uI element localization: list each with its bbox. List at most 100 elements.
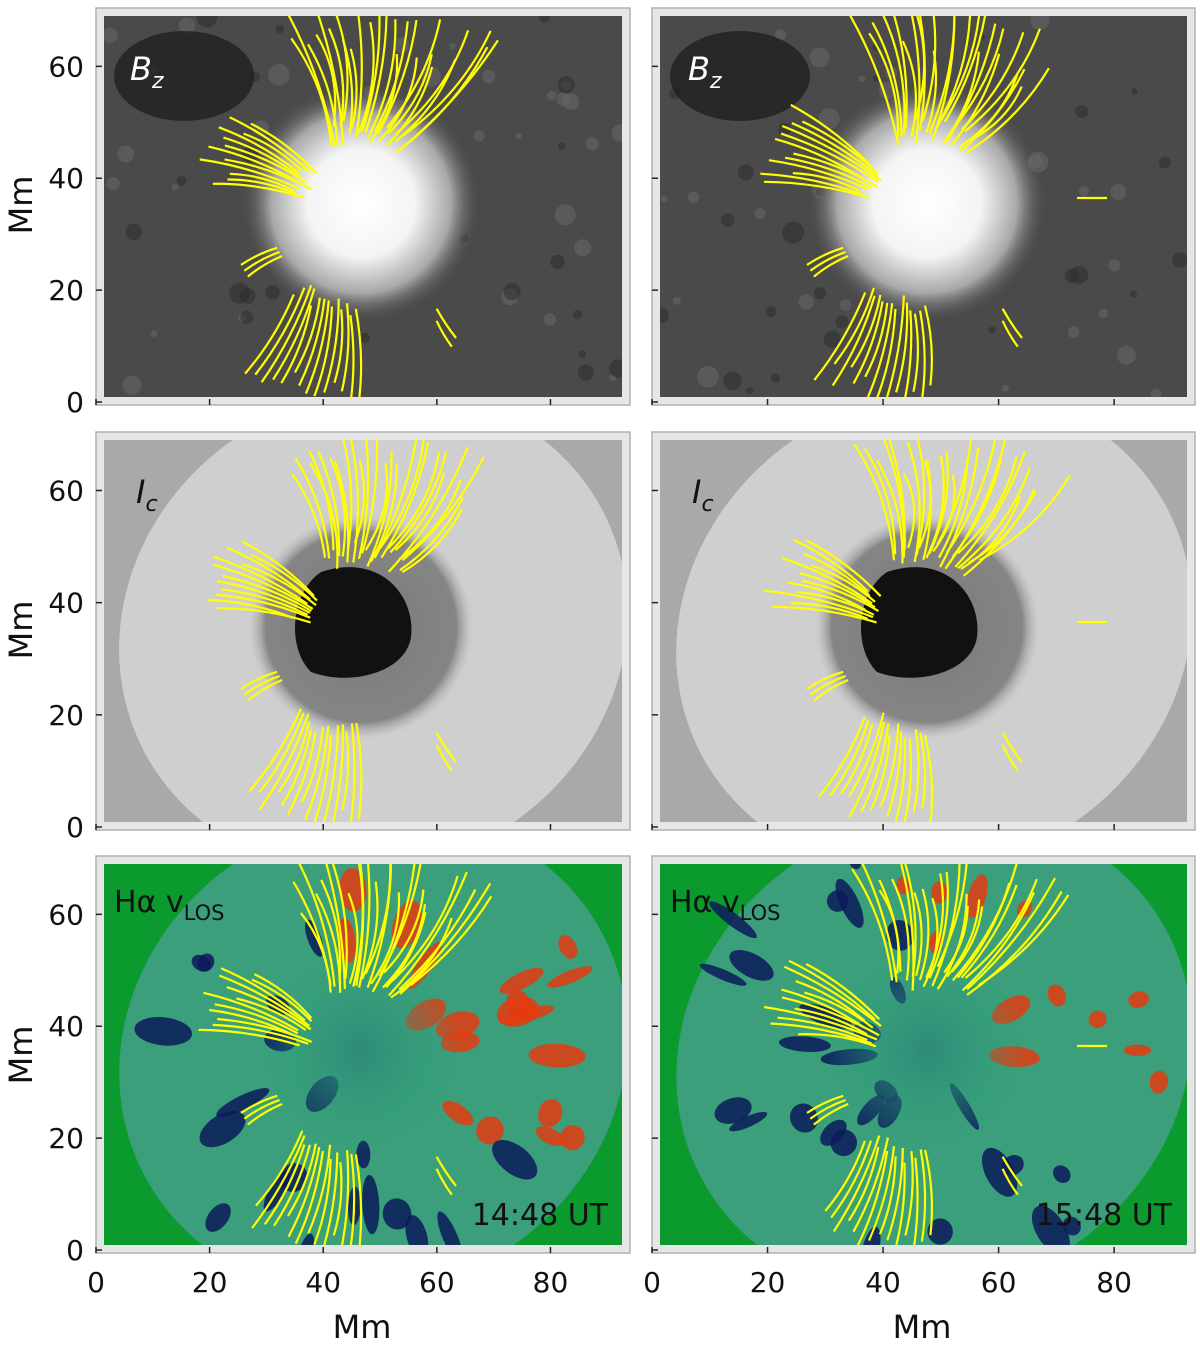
field-line [334, 460, 350, 563]
field-line [962, 490, 1037, 577]
field-line [258, 712, 305, 794]
field-line [966, 877, 1056, 991]
field-line [290, 37, 333, 147]
field-line [229, 116, 311, 174]
field-line [315, 34, 337, 127]
field-line [251, 978, 313, 1022]
field-line [294, 457, 331, 559]
field-line [788, 959, 876, 1021]
field-line [361, 881, 379, 980]
field-line [901, 40, 918, 138]
field-line [398, 889, 477, 991]
field-line [790, 103, 872, 167]
field-line [300, 727, 324, 803]
field-line [904, 864, 917, 978]
y-axis-title-row-3: Mm [2, 1026, 40, 1085]
field-line [229, 172, 295, 192]
magnetogram-speck [359, 332, 370, 344]
field-line [272, 288, 316, 381]
field-line [770, 1022, 872, 1045]
magnetogram-speck [1067, 326, 1080, 339]
field-line [961, 31, 1025, 131]
field-line [978, 474, 1071, 562]
y-axis-title-row-1: Mm [2, 176, 40, 235]
field-line [220, 967, 306, 1022]
field-line [956, 882, 1011, 979]
x-tick-label-col-2: 40 [865, 1266, 901, 1299]
magnetogram-speck [1131, 88, 1138, 95]
redshift-blob [535, 1126, 565, 1147]
field-line [913, 892, 923, 976]
field-line [936, 864, 968, 968]
blueshift-blob [981, 1147, 1018, 1197]
field-line [385, 911, 427, 989]
blueshift-blob [382, 1198, 412, 1230]
field-line [794, 1007, 868, 1036]
field-line [341, 1150, 350, 1245]
magnetogram-speck [765, 305, 777, 317]
field-line [354, 308, 363, 397]
panel-image [104, 16, 622, 397]
magnetogram-speck [737, 164, 754, 181]
field-line [809, 250, 846, 272]
magnetogram-speck [150, 330, 158, 338]
field-line [847, 712, 885, 798]
field-line [355, 722, 363, 820]
blueshift-blob [927, 1218, 953, 1245]
magnetogram-speck [515, 132, 522, 140]
field-line [763, 589, 874, 619]
magnetogram-speck [611, 124, 622, 142]
time-label-left: 14:48 UT [472, 1198, 609, 1233]
magnetogram-speck [1110, 183, 1127, 201]
field-line [240, 1094, 278, 1114]
field-line [768, 159, 870, 191]
field-line [783, 965, 882, 1027]
magnetogram-speck [265, 284, 280, 300]
magnetogram-speck [774, 29, 787, 41]
magnetogram-speck [503, 282, 521, 301]
field-line [853, 443, 896, 561]
magnetogram-speck [554, 204, 576, 226]
field-line [223, 136, 301, 178]
field-line [273, 1144, 311, 1227]
x-axis-title-left: Mm [333, 1308, 392, 1346]
field-line [847, 1146, 880, 1222]
field-line [398, 479, 462, 561]
field-line [1001, 732, 1023, 763]
magnetogram-speck [572, 310, 583, 320]
field-line [219, 974, 310, 1027]
magnetogram-speck [557, 142, 566, 150]
field-line [355, 864, 365, 987]
field-line [323, 298, 340, 393]
field-line [1001, 320, 1019, 348]
field-line [347, 892, 359, 984]
field-line [879, 723, 900, 808]
y-tick-label-row-2: 20 [48, 699, 84, 732]
field-line [435, 744, 453, 772]
field-line [255, 1130, 304, 1207]
magnetogram-speck [809, 47, 830, 68]
magnetogram-speck [104, 27, 118, 44]
field-line [954, 451, 1026, 568]
field-line [918, 888, 930, 981]
field-line [928, 450, 949, 554]
field-line [298, 298, 326, 387]
field-line [960, 884, 1018, 979]
field-line [936, 440, 972, 545]
field-line [1001, 1168, 1019, 1196]
field-line [781, 988, 864, 1028]
field-line [370, 463, 399, 563]
panel-image [104, 864, 622, 1245]
field-line [959, 68, 1026, 153]
magnetogram-speck [872, 75, 879, 82]
field-line [244, 293, 295, 375]
magnetogram-speck [687, 191, 700, 203]
field-line [331, 864, 348, 979]
magnetogram-speck [268, 63, 290, 86]
field-line [214, 1003, 299, 1035]
redshift-blob [1149, 1070, 1169, 1094]
field-line [247, 678, 283, 702]
panel-label-vlos-left: Hα vLOS [114, 885, 224, 925]
field-line [409, 895, 493, 987]
field-line [813, 254, 849, 278]
